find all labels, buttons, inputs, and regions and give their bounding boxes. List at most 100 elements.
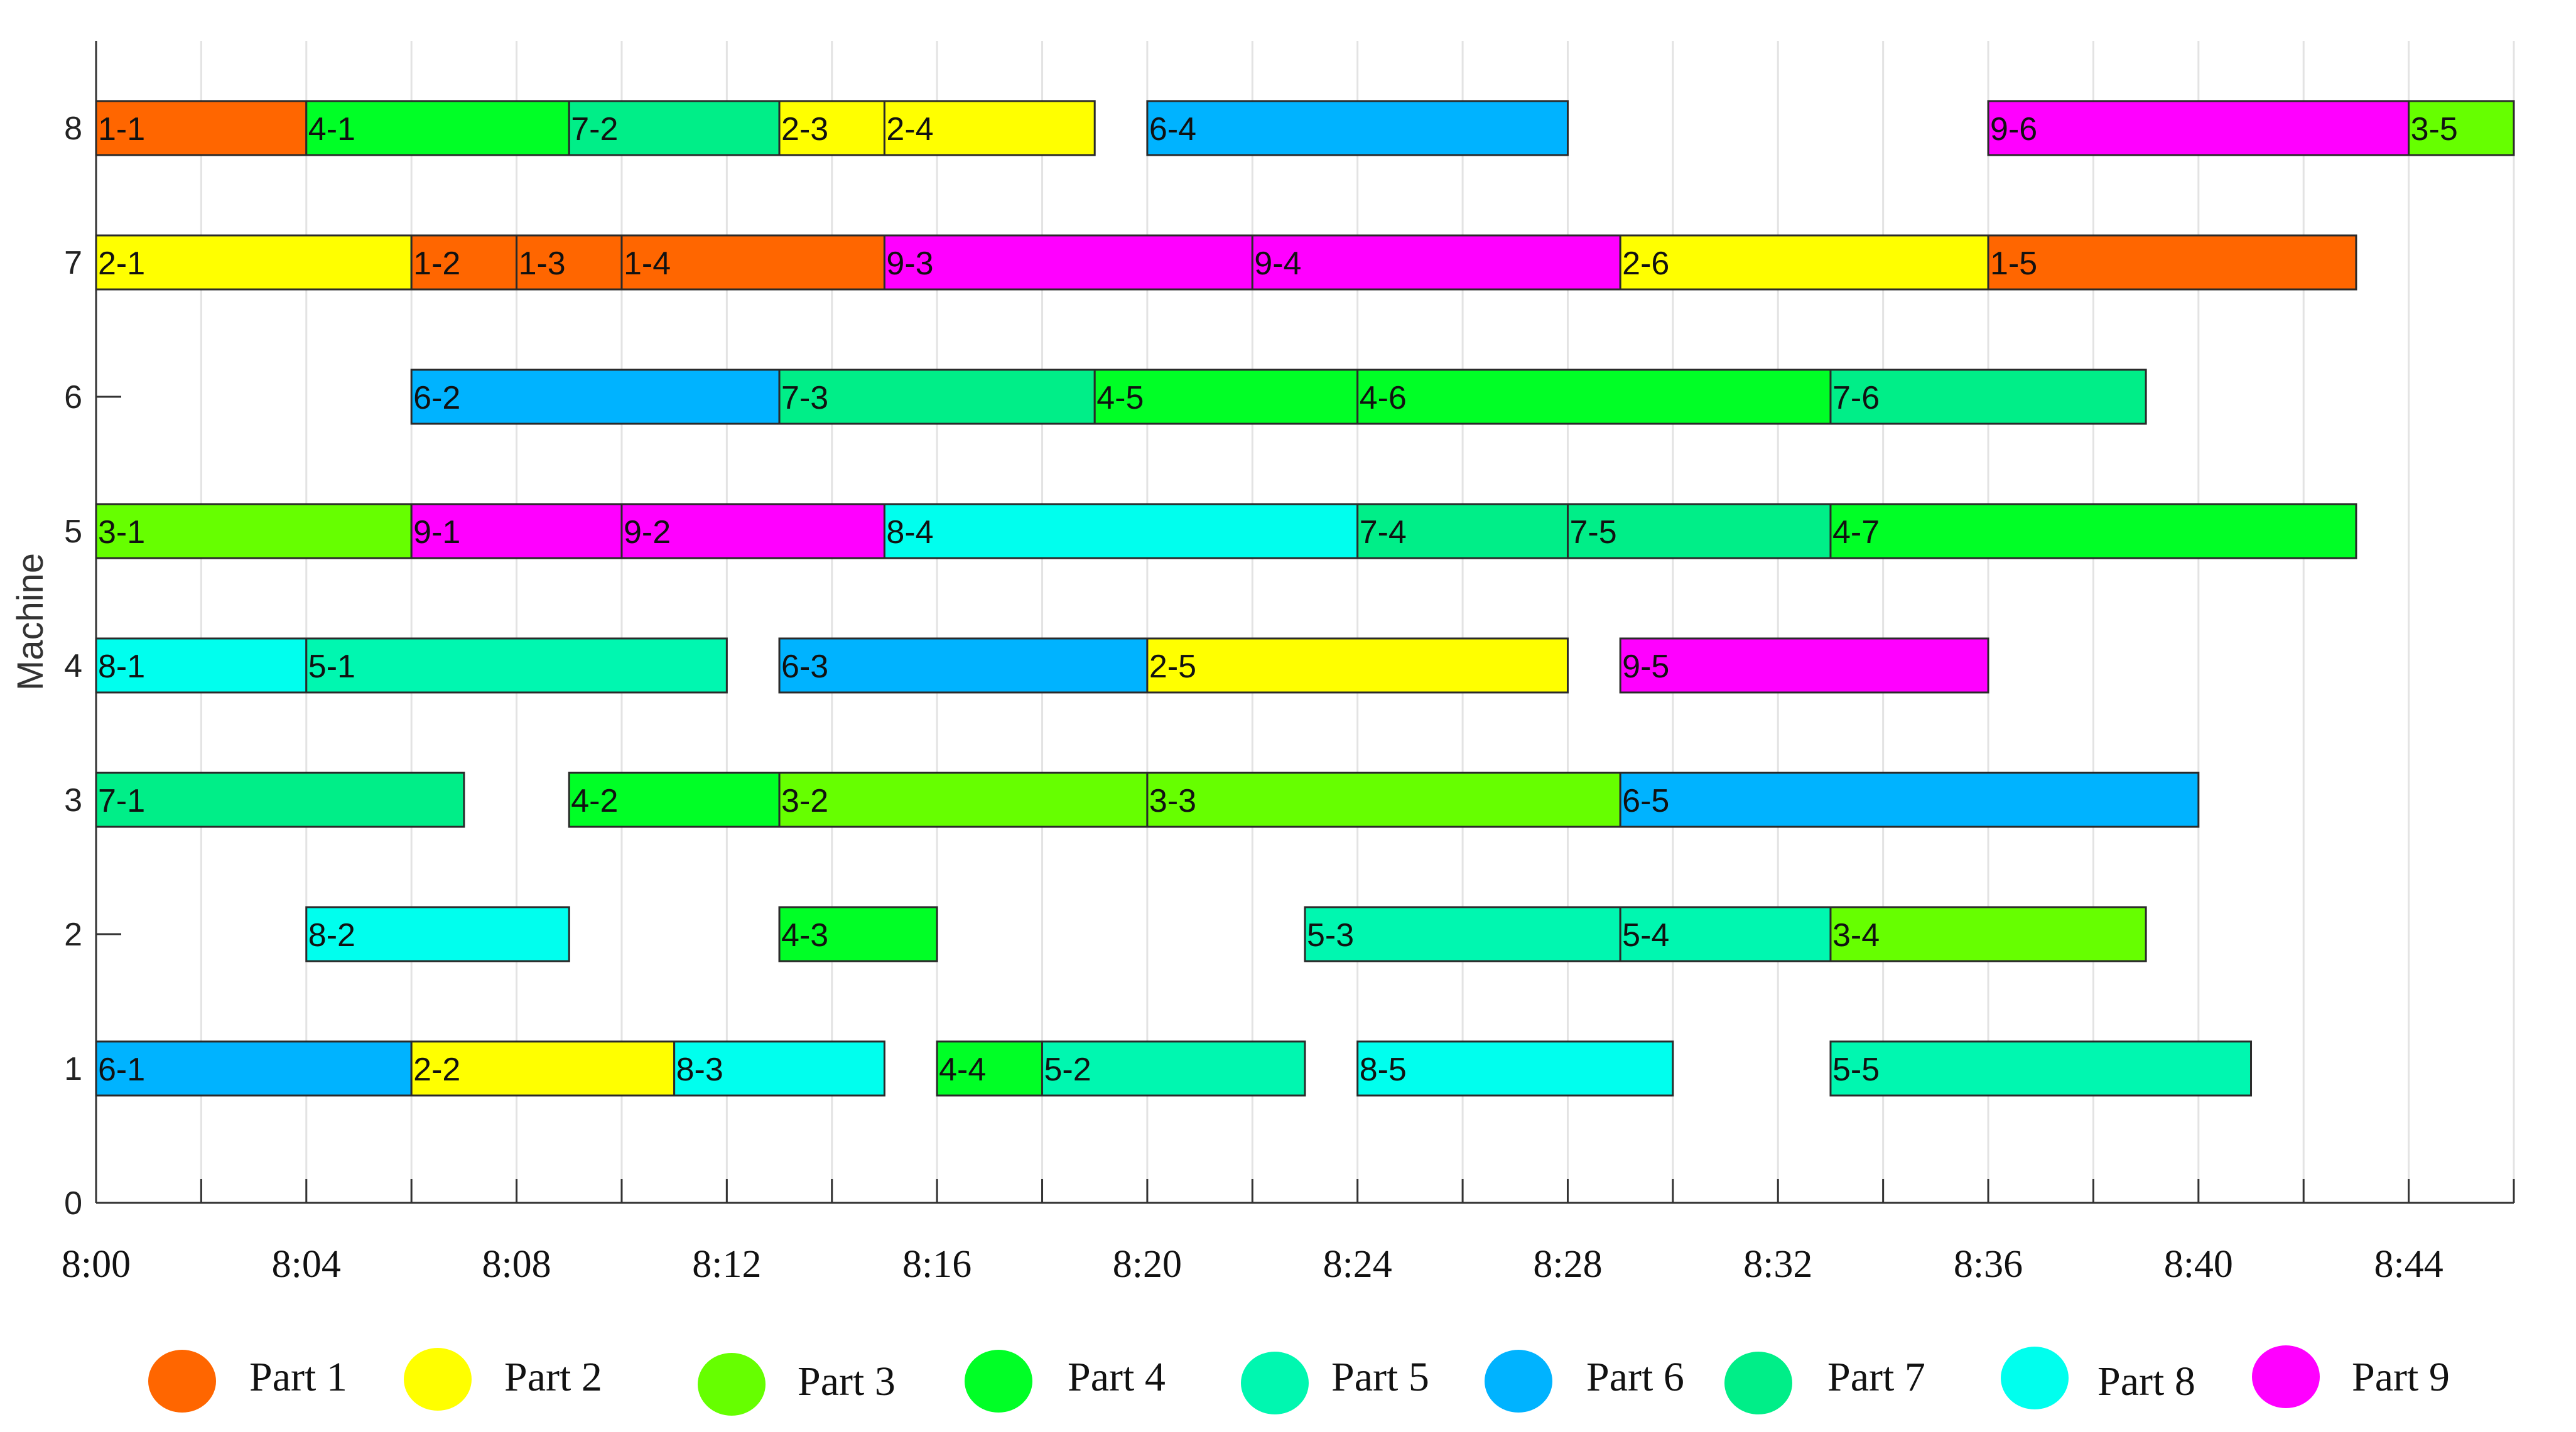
operation-bar-4-1: 4-1 bbox=[305, 100, 570, 156]
operation-bar-1-4: 1-4 bbox=[620, 234, 885, 291]
x-tick-label: 8:44 bbox=[2374, 1243, 2443, 1286]
x-tick-label: 8:28 bbox=[1533, 1243, 1602, 1286]
operation-label: 1-1 bbox=[98, 111, 145, 148]
legend-label: Part 2 bbox=[504, 1354, 602, 1400]
operation-label: 2-4 bbox=[886, 111, 933, 148]
operation-bar-9-5: 9-5 bbox=[1619, 637, 1989, 694]
legend-item-part-1: Part 1 bbox=[148, 1350, 347, 1413]
x-tick-label: 8:24 bbox=[1323, 1243, 1392, 1286]
operation-label: 3-4 bbox=[1832, 917, 1880, 954]
operation-label: 1-4 bbox=[624, 245, 671, 282]
operation-bar-5-1: 5-1 bbox=[305, 637, 728, 694]
operation-rect bbox=[2408, 100, 2515, 156]
x-tick-label: 8:20 bbox=[1113, 1243, 1182, 1286]
operation-bar-1-2: 1-2 bbox=[410, 234, 518, 291]
operation-label: 9-2 bbox=[624, 514, 671, 551]
legend-label: Part 5 bbox=[1331, 1354, 1429, 1400]
legend-item-part-4: Part 4 bbox=[965, 1350, 1166, 1413]
operation-bar-8-5: 8-5 bbox=[1356, 1040, 1674, 1097]
operation-rect bbox=[1619, 234, 1989, 291]
operation-rect bbox=[1356, 1040, 1674, 1097]
operation-label: 5-3 bbox=[1307, 917, 1354, 954]
operation-rect bbox=[1041, 1040, 1306, 1097]
operation-label: 7-4 bbox=[1360, 514, 1407, 551]
y-tick-label: 5 bbox=[64, 514, 82, 550]
operation-label: 8-3 bbox=[676, 1052, 723, 1088]
operation-rect bbox=[1566, 503, 1832, 559]
operation-rect bbox=[778, 906, 938, 962]
legend: Part 1 Part 2 Part 3 Part 4 Part 5 Part 6 Part… bbox=[148, 1345, 2450, 1416]
operation-rect bbox=[883, 503, 1359, 559]
operation-rect bbox=[1987, 100, 2410, 156]
operation-bar-1-5: 1-5 bbox=[1987, 234, 2357, 291]
legend-label: Part 9 bbox=[2352, 1354, 2450, 1400]
legend-swatch bbox=[404, 1348, 472, 1411]
legend-swatch bbox=[965, 1350, 1032, 1413]
legend-swatch bbox=[698, 1353, 766, 1416]
operation-rect bbox=[1356, 503, 1569, 559]
operation-label: 6-4 bbox=[1149, 111, 1196, 148]
operation-rect bbox=[1829, 1040, 2253, 1097]
operation-rect bbox=[1356, 369, 1832, 425]
operation-rect bbox=[568, 100, 781, 156]
operation-rect bbox=[1146, 772, 1621, 828]
x-tick-label: 8:16 bbox=[902, 1243, 971, 1286]
legend-swatch bbox=[2001, 1347, 2069, 1409]
legend-swatch bbox=[2252, 1345, 2320, 1408]
operation-bar-8-4: 8-4 bbox=[883, 503, 1359, 559]
operation-label: 9-1 bbox=[413, 514, 460, 551]
operation-bar-4-4: 4-4 bbox=[936, 1040, 1044, 1097]
operation-bar-9-4: 9-4 bbox=[1251, 234, 1621, 291]
operation-rect bbox=[1829, 369, 2147, 425]
legend-item-part-3: Part 3 bbox=[698, 1353, 896, 1416]
operation-label: 3-2 bbox=[781, 783, 828, 819]
operation-label: 7-2 bbox=[571, 111, 618, 148]
x-tick-label: 8:12 bbox=[692, 1243, 761, 1286]
operation-rect bbox=[883, 234, 1253, 291]
operation-bar-7-2: 7-2 bbox=[568, 100, 781, 156]
operation-rect bbox=[673, 1040, 885, 1097]
operation-label: 3-3 bbox=[1149, 783, 1196, 819]
operation-rect bbox=[1093, 369, 1359, 425]
legend-item-part-6: Part 6 bbox=[1485, 1350, 1684, 1413]
operation-bar-2-5: 2-5 bbox=[1146, 637, 1569, 694]
operation-label: 5-2 bbox=[1044, 1052, 1091, 1088]
x-tick-label: 8:40 bbox=[2164, 1243, 2233, 1286]
operation-bar-9-3: 9-3 bbox=[883, 234, 1253, 291]
operation-label: 8-4 bbox=[886, 514, 933, 551]
operation-label: 1-5 bbox=[1990, 245, 2037, 282]
operation-label: 1-2 bbox=[413, 245, 460, 282]
y-tick-label: 3 bbox=[64, 782, 82, 819]
operation-label: 4-4 bbox=[939, 1052, 986, 1088]
operation-label: 9-5 bbox=[1622, 649, 1669, 685]
operation-label: 7-6 bbox=[1832, 380, 1880, 416]
legend-swatch bbox=[1724, 1352, 1792, 1414]
operation-rect bbox=[305, 100, 570, 156]
operation-rect bbox=[1251, 234, 1621, 291]
operation-bar-2-2: 2-2 bbox=[410, 1040, 676, 1097]
operation-label: 6-3 bbox=[781, 649, 828, 685]
legend-label: Part 8 bbox=[2097, 1359, 2195, 1404]
operation-label: 6-2 bbox=[413, 380, 460, 416]
operation-bar-4-2: 4-2 bbox=[568, 772, 781, 828]
operation-label: 8-5 bbox=[1360, 1052, 1407, 1088]
operation-label: 7-1 bbox=[98, 783, 145, 819]
legend-item-part-8: Part 8 bbox=[2001, 1347, 2195, 1409]
operation-rect bbox=[778, 100, 885, 156]
legend-swatch bbox=[148, 1350, 216, 1413]
operation-rect bbox=[95, 1040, 413, 1097]
operation-rect bbox=[95, 100, 308, 156]
operation-label: 9-6 bbox=[1990, 111, 2037, 148]
y-tick-label: 2 bbox=[64, 917, 82, 953]
operation-bar-4-7: 4-7 bbox=[1829, 503, 2357, 559]
operation-label: 8-1 bbox=[98, 649, 145, 685]
legend-item-part-5: Part 5 bbox=[1241, 1352, 1429, 1414]
operation-rect bbox=[1829, 906, 2147, 962]
operation-bar-3-3: 3-3 bbox=[1146, 772, 1621, 828]
operation-bar-2-6: 2-6 bbox=[1619, 234, 1989, 291]
operation-bar-8-1: 8-1 bbox=[95, 637, 308, 694]
operation-label: 6-1 bbox=[98, 1052, 145, 1088]
operation-label: 4-1 bbox=[308, 111, 355, 148]
